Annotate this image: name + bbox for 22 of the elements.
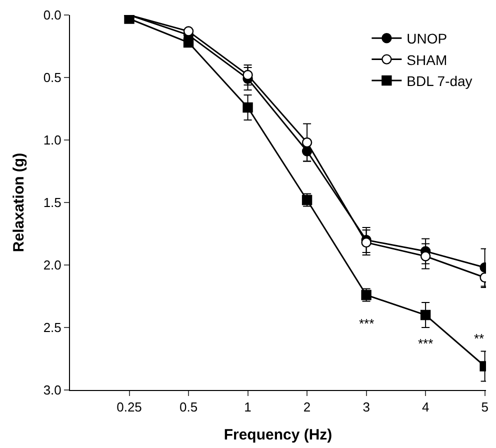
y-tick-label: 2.0 — [43, 258, 62, 273]
x-tick-label: 5 — [481, 400, 488, 415]
x-tick-label: 4 — [422, 400, 430, 415]
y-tick-label: 1.0 — [43, 132, 62, 148]
annotation: *** — [418, 336, 434, 351]
y-tick-label: 0.0 — [43, 8, 62, 23]
legend-label: UNOP — [406, 30, 448, 47]
y-tick-label: 0.5 — [43, 70, 62, 86]
x-tick-label: 0.5 — [179, 400, 198, 415]
x-tick-label: 0.25 — [116, 400, 142, 415]
y-tick-label: 2.5 — [43, 320, 62, 336]
annotation: ** — [474, 331, 484, 346]
annotation: *** — [359, 316, 374, 331]
x-axis-title: Frequency (Hz) — [224, 426, 332, 444]
x-tick-label: 3 — [362, 400, 370, 415]
y-axis-title: Relaxation (g) — [10, 152, 28, 252]
x-tick-label: 1 — [244, 400, 252, 415]
legend-label: SHAM — [406, 52, 448, 68]
x-tick-label: 2 — [303, 400, 311, 415]
y-tick-label: 3.0 — [43, 382, 62, 398]
legend-label: BDL 7-day — [406, 72, 472, 89]
y-tick-label: 1.5 — [43, 195, 62, 210]
